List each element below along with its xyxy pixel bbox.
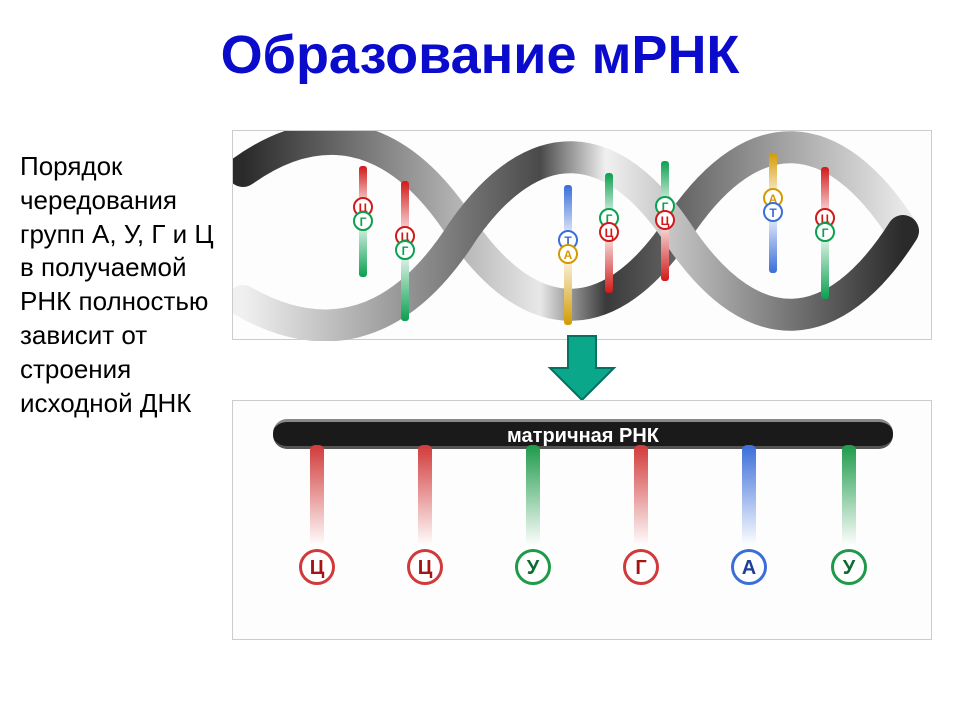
dna-base-label: Т bbox=[763, 202, 783, 222]
dna-base-label: Г bbox=[353, 211, 373, 231]
mrna-base-label: Ц bbox=[299, 549, 335, 585]
dna-base-label: Ц bbox=[655, 210, 675, 230]
description-text: Порядок чередования групп А, У, Г и Ц в … bbox=[20, 150, 220, 420]
mrna-panel-inner: матричная РНК ЦЦУГАУ bbox=[233, 401, 931, 639]
arrow-down-icon bbox=[542, 330, 622, 410]
mrna-base-bar bbox=[842, 445, 856, 555]
mrna-base-bar bbox=[418, 445, 432, 555]
mrna-base-label: Г bbox=[623, 549, 659, 585]
mrna-bases: ЦЦУГАУ bbox=[233, 401, 931, 639]
page-title: Образование мРНК bbox=[0, 24, 960, 86]
mrna-base-bar bbox=[742, 445, 756, 555]
mrna-base-label: У bbox=[515, 549, 551, 585]
dna-base-label: А bbox=[558, 244, 578, 264]
mrna-base-bar bbox=[634, 445, 648, 555]
mrna-base-label: А bbox=[731, 549, 767, 585]
dna-panel: ЦГЦГТАГЦГЦАТЦГ bbox=[232, 130, 932, 340]
dna-base-label: Г bbox=[395, 240, 415, 260]
dna-base-label: Г bbox=[815, 222, 835, 242]
mrna-base-bar bbox=[310, 445, 324, 555]
dna-panel-inner: ЦГЦГТАГЦГЦАТЦГ bbox=[233, 131, 931, 339]
dna-basepairs: ЦГЦГТАГЦГЦАТЦГ bbox=[233, 131, 931, 339]
mrna-base-label: Ц bbox=[407, 549, 443, 585]
mrna-base-bar bbox=[526, 445, 540, 555]
mrna-panel: матричная РНК ЦЦУГАУ bbox=[232, 400, 932, 640]
mrna-base-label: У bbox=[831, 549, 867, 585]
dna-base-label: Ц bbox=[599, 222, 619, 242]
